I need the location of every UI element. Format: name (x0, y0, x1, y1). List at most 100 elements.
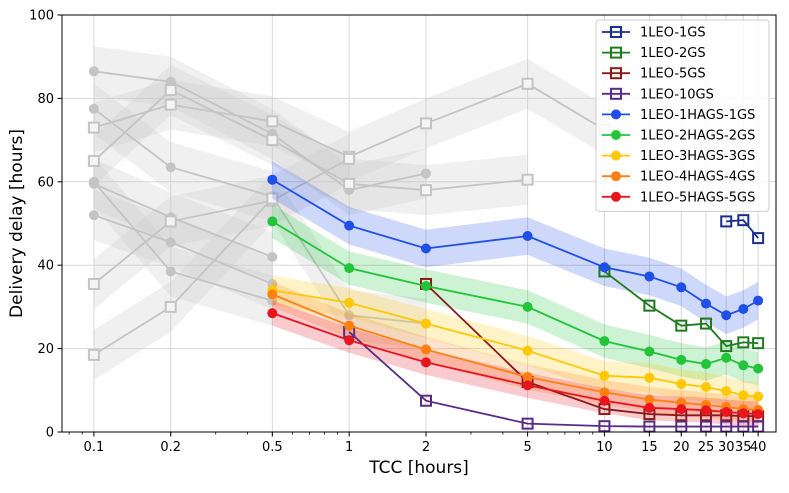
legend-marker (611, 109, 621, 120)
background-point (421, 168, 432, 179)
series-band (272, 300, 759, 427)
background-band (93, 173, 273, 380)
data-point (344, 297, 355, 308)
background-point (420, 117, 433, 130)
legend-marker (611, 150, 621, 161)
x-tick-label: 1 (345, 440, 353, 455)
y-axis: 0 20 40 60 80 100 (29, 9, 62, 441)
series-line (348, 331, 759, 428)
legend-marker (610, 26, 622, 38)
legend-label: 1LEO-1GS (640, 26, 706, 41)
background-point (88, 210, 99, 221)
data-point (522, 380, 533, 391)
background-band (93, 46, 427, 216)
background-point (420, 184, 433, 197)
background-point (165, 162, 176, 173)
data-point (421, 243, 432, 254)
y-tick-label: 100 (29, 9, 54, 24)
data-point (644, 271, 655, 282)
data-point (522, 231, 533, 242)
data-point (701, 381, 712, 392)
data-point (267, 174, 278, 185)
data-point (344, 263, 355, 274)
background-point (87, 121, 100, 134)
x-axis-title: TCC [hours] (368, 458, 469, 478)
y-axis-title: Delivery delay [hours] (7, 129, 27, 318)
legend-label: 1LEO-2HAGS-2GS (640, 129, 755, 144)
data-point (522, 371, 533, 382)
data-point (701, 298, 712, 309)
y-tick-label: 60 (37, 175, 54, 190)
series-lines (267, 174, 765, 433)
legend-marker (610, 87, 622, 100)
legend-label: 1LEO-2GS (640, 46, 706, 61)
y-tick-label: 40 (37, 259, 54, 274)
data-point (721, 406, 732, 417)
data-point (721, 352, 732, 363)
background-point (87, 348, 100, 361)
background-point (88, 103, 99, 114)
data-point (676, 282, 687, 293)
y-tick-label: 20 (37, 342, 54, 357)
data-point (644, 402, 655, 413)
background-band (93, 58, 605, 182)
legend-label: 1LEO-1HAGS-1GS (640, 108, 755, 123)
x-tick-label: 2 (422, 440, 430, 455)
data-point (421, 357, 432, 368)
data-point (344, 335, 355, 346)
legend-marker (611, 130, 621, 140)
y-tick-label: 80 (37, 92, 54, 107)
data-point (599, 387, 610, 398)
data-point (738, 390, 749, 401)
data-point (753, 391, 764, 402)
series-line (603, 270, 759, 348)
x-tick-label: 0.1 (84, 440, 105, 455)
background-line (93, 158, 350, 285)
data-point (267, 216, 278, 227)
data-point (644, 346, 655, 357)
data-point (421, 281, 432, 292)
plot-frame (61, 14, 777, 433)
background-band (93, 65, 528, 216)
data-point (737, 336, 750, 349)
x-tick-label: 0.2 (160, 440, 181, 455)
series-band (272, 160, 759, 335)
data-point (721, 386, 732, 397)
series-band (272, 204, 759, 386)
legend-marker (611, 191, 621, 202)
background-point (343, 152, 356, 165)
x-tick-label: 35 (735, 440, 752, 455)
background-point (87, 154, 100, 167)
y-tick-label: 0 (46, 426, 54, 441)
data-point (420, 394, 433, 407)
data-point (267, 289, 278, 300)
data-point (599, 370, 610, 381)
data-point (599, 336, 610, 347)
background-point (165, 237, 176, 248)
background-point (266, 115, 279, 128)
legend-label: 1LEO-3HAGS-3GS (640, 149, 755, 164)
background-point (521, 173, 534, 186)
legend-label: 1LEO-4HAGS-4GS (640, 170, 755, 185)
data-point (737, 214, 750, 227)
data-point (676, 379, 687, 390)
background-band (93, 133, 350, 309)
data-point (720, 215, 733, 228)
legend-marker (611, 171, 621, 182)
data-point (643, 299, 656, 312)
series-band (272, 281, 759, 423)
background-point (164, 84, 177, 97)
x-tick-label: 30 (718, 440, 735, 455)
data-point (267, 308, 278, 319)
x-tick-label: 20 (673, 440, 690, 455)
x-tick-label: 0.5 (262, 440, 283, 455)
data-point (738, 360, 749, 371)
background-band (93, 190, 273, 309)
legend-marker (610, 67, 622, 80)
data-point (344, 320, 355, 331)
background-point (88, 66, 99, 77)
x-tick-label: 5 (523, 440, 531, 455)
data-point (753, 409, 764, 420)
